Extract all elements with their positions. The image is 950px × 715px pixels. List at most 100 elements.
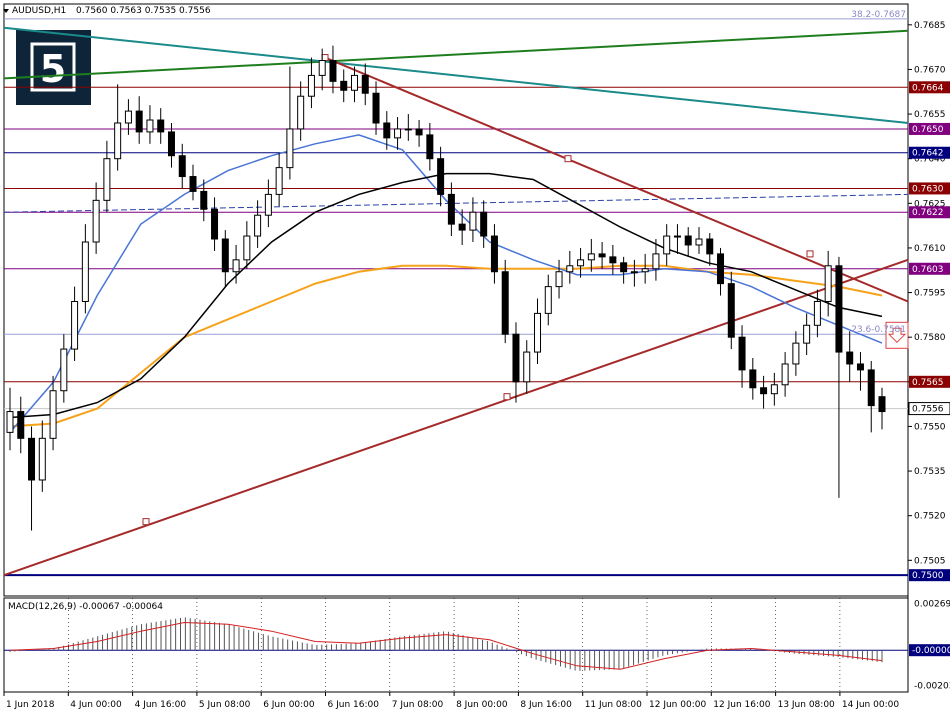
date-tick-label: 12 Jun 16:00 <box>713 700 770 710</box>
candle-body <box>243 235 251 261</box>
candle-body <box>404 128 412 131</box>
candle-body <box>555 271 563 288</box>
candle-body <box>350 74 358 91</box>
macd-tick-label: -0.00000 <box>912 646 950 656</box>
macd-title: MACD(12,26,9) -0.00067 -0.00064 <box>8 602 163 612</box>
candle-body <box>28 437 36 481</box>
candle-body <box>663 235 671 255</box>
candle-body <box>792 342 800 365</box>
level-label-bg <box>909 569 950 582</box>
candle-body <box>264 193 272 216</box>
candle-body <box>71 300 79 350</box>
candle-body <box>587 253 595 261</box>
candle-body <box>275 167 283 195</box>
candle-body <box>781 363 789 386</box>
date-tick-label: 6 Jun 16:00 <box>328 700 380 710</box>
candle-body <box>501 271 509 335</box>
trendline-anchor <box>503 393 511 401</box>
ma-line-ma_black <box>9 172 883 419</box>
level-label-bg <box>909 182 950 195</box>
price-tick-label: 0.7505 <box>914 556 946 566</box>
macd-tick-label: -0.00203 <box>914 681 950 691</box>
candle-body <box>749 369 757 389</box>
candle-body <box>878 396 886 413</box>
candle-body <box>534 312 542 353</box>
candle-body <box>372 92 380 124</box>
ma-line-ma_orange <box>9 264 883 428</box>
candle-body <box>426 134 434 160</box>
candle-body <box>340 80 348 91</box>
candle-body <box>167 131 175 157</box>
candle-body <box>383 122 391 139</box>
candle-body <box>824 265 832 302</box>
candle-body <box>286 128 294 169</box>
symbol-label: AUDUSD,H1 <box>12 6 66 16</box>
dropdown-triangle-icon[interactable] <box>3 9 9 13</box>
macd-pane-frame <box>3 597 909 693</box>
level-label: 0.7630 <box>912 184 944 194</box>
green-trendline <box>3 29 909 80</box>
candle-body <box>458 223 466 231</box>
arrow-box <box>885 321 909 349</box>
trendline-anchor <box>564 155 572 163</box>
candle-body <box>630 271 638 274</box>
level-label: 0.7650 <box>912 125 944 135</box>
date-tick-label: 6 Jun 00:00 <box>263 700 315 710</box>
candle-body <box>38 437 46 481</box>
candle-body <box>415 128 423 136</box>
macd-zero-bg <box>909 644 950 657</box>
candle-body <box>124 110 132 124</box>
candle-body <box>846 351 854 365</box>
candle-body <box>211 208 219 240</box>
ascending-trendline <box>3 258 909 577</box>
candle-body <box>17 411 25 439</box>
candle-body <box>684 235 692 246</box>
level-label-bg <box>909 375 950 388</box>
ohlc-values: 0.7560 0.7563 0.7535 0.7556 <box>76 6 211 16</box>
candle-body <box>856 363 864 371</box>
candle-body <box>221 238 229 273</box>
candle-body <box>641 268 649 273</box>
price-tick-label: 0.7535 <box>914 467 946 477</box>
price-tick-label: 0.7625 <box>914 199 946 209</box>
candle-body <box>60 348 68 392</box>
level-label: 0.7603 <box>912 265 944 275</box>
candle-body <box>114 122 122 160</box>
level-label: 0.7565 <box>912 378 944 388</box>
candle-body <box>178 155 186 178</box>
candle-body <box>103 158 111 201</box>
candle-body <box>157 119 165 133</box>
candle-body <box>760 387 768 395</box>
candle-body <box>695 238 703 246</box>
candle-body <box>92 199 100 243</box>
candle-body <box>598 253 606 258</box>
descending-trendline <box>324 56 909 303</box>
ma-line-ma_blue <box>9 134 883 433</box>
price-tick-label: 0.7610 <box>914 244 946 254</box>
candle-body <box>512 333 520 383</box>
date-tick-label: 4 Jun 00:00 <box>70 700 122 710</box>
date-tick-label: 7 Jun 08:00 <box>392 700 444 710</box>
dashed-channel-line <box>3 193 909 213</box>
svg-text:5: 5 <box>40 47 66 91</box>
candle-body <box>523 351 531 383</box>
date-tick-label: 8 Jun 16:00 <box>520 700 572 710</box>
teal-trendline <box>3 26 909 124</box>
trendline-anchor <box>321 54 329 62</box>
date-tick-label: 4 Jun 16:00 <box>135 700 187 710</box>
date-tick-label: 5 Jun 08:00 <box>199 700 251 710</box>
macd-signal-line <box>9 621 883 670</box>
level-label: 0.7664 <box>912 83 944 93</box>
level-label: 0.7642 <box>912 149 944 159</box>
level-label-bg <box>909 206 950 219</box>
candle-body <box>135 110 143 133</box>
candle-body <box>200 190 208 210</box>
candle-body <box>189 176 197 192</box>
current-price-bg <box>908 402 950 416</box>
candle-body <box>329 60 337 82</box>
candle-body <box>803 324 811 344</box>
candle-body <box>81 241 89 302</box>
candle-body <box>620 262 628 273</box>
fibonacci-label: 23.6-0.7581 <box>851 325 906 335</box>
